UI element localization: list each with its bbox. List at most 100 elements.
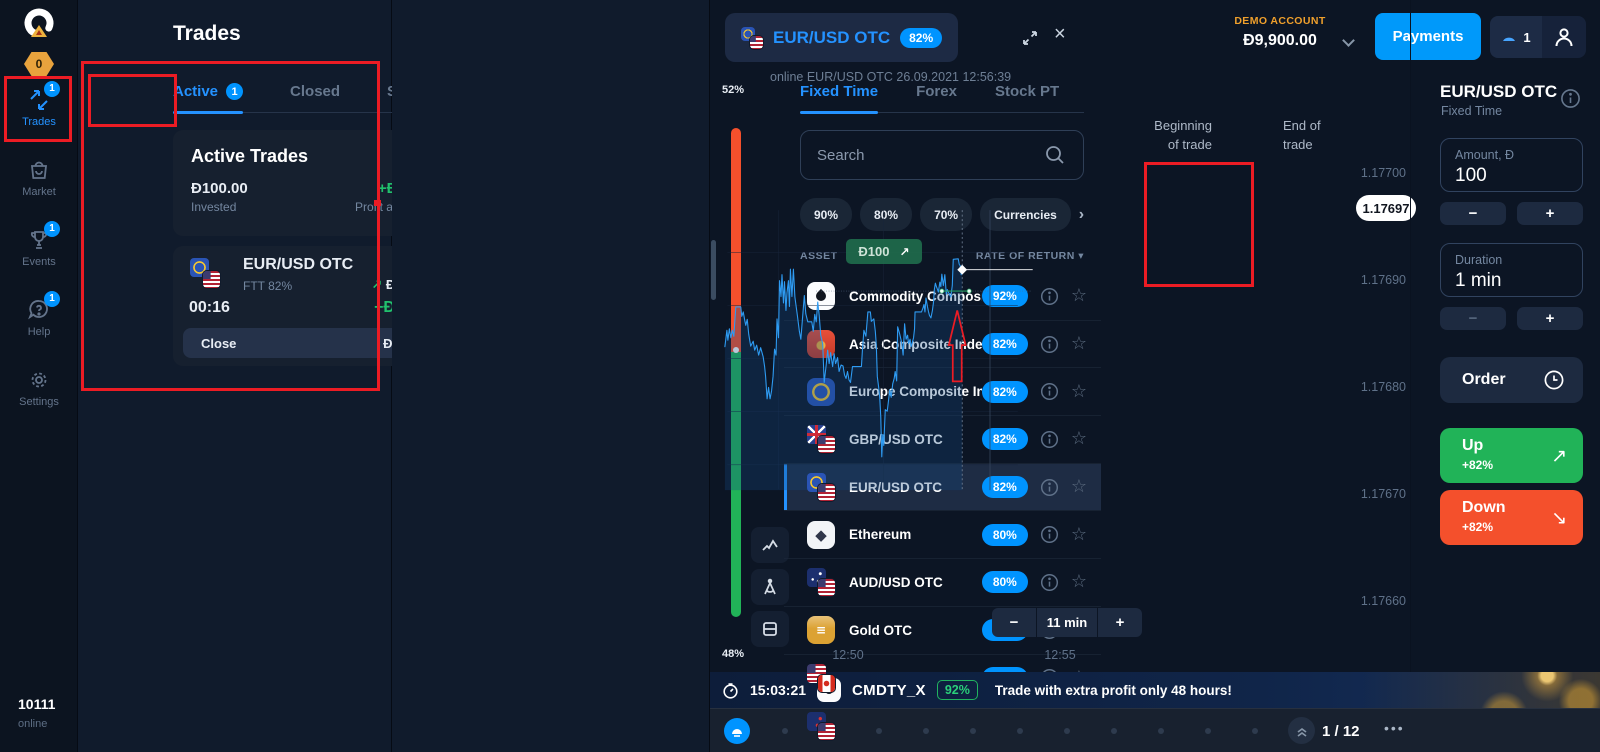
- payments-button[interactable]: Payments: [1375, 13, 1481, 60]
- amount-value: 100: [1455, 165, 1487, 186]
- pager-dot[interactable]: [1205, 728, 1211, 734]
- asset-row[interactable]: Asia Composite Index82% ☆: [784, 321, 1101, 369]
- pager-active-page[interactable]: [724, 718, 750, 744]
- layout-button[interactable]: [751, 611, 789, 647]
- pager-dot[interactable]: [1111, 728, 1117, 734]
- zoom-out-button[interactable]: −: [992, 608, 1036, 637]
- trades-tab-closed[interactable]: Closed: [290, 83, 340, 112]
- user-id: 10111: [18, 696, 56, 712]
- up-button[interactable]: Up +82% ↗: [1440, 428, 1583, 483]
- search-icon: [1044, 144, 1066, 171]
- pager-more-icon[interactable]: •••: [1384, 720, 1405, 736]
- duration-plus-button[interactable]: +: [1517, 307, 1583, 330]
- notifications-button[interactable]: 1: [1490, 16, 1542, 58]
- promo-banner[interactable]: 15:03:21 CMDTY_X 92% Trade with extra pr…: [710, 672, 1600, 708]
- amount-minus-button[interactable]: −: [1440, 202, 1506, 225]
- symbol-selector[interactable]: EUR/USD OTC 82%: [725, 13, 959, 62]
- end-trade-label: End of trade: [1283, 118, 1321, 152]
- coins-decoration: [1360, 672, 1600, 708]
- filter-chip-70pct[interactable]: 70%: [920, 198, 973, 231]
- duration-field[interactable]: Duration 1 min: [1440, 243, 1583, 297]
- pager-dot[interactable]: [782, 728, 788, 734]
- info-icon[interactable]: [1560, 88, 1581, 114]
- account-switcher[interactable]: DEMO ACCOUNT Đ9,900.00: [1220, 15, 1340, 50]
- begin-trade-label: Beginning of trade: [1154, 118, 1212, 152]
- trades-tab-active[interactable]: Active 1: [173, 83, 244, 114]
- assets-close-icon[interactable]: ×: [1054, 23, 1066, 45]
- sidebar-item-label: Market: [22, 185, 56, 198]
- collapse-banners-button[interactable]: [1288, 717, 1315, 744]
- assets-tab-stock-pt[interactable]: Stock PT: [995, 83, 1059, 112]
- star-icon[interactable]: ☆: [1070, 380, 1087, 402]
- info-icon[interactable]: [1040, 287, 1059, 306]
- pager-dot[interactable]: [1017, 728, 1023, 734]
- level-badge[interactable]: 0: [24, 52, 54, 76]
- collapse-icon[interactable]: [1020, 28, 1040, 53]
- sentiment-bar: [731, 128, 741, 618]
- open-price-dot: [939, 288, 945, 294]
- duration-minus-button[interactable]: −: [1440, 307, 1506, 330]
- star-icon[interactable]: ☆: [1070, 333, 1087, 355]
- panel-scrollbar[interactable]: [711, 240, 716, 300]
- asset-rate-badge: 82%: [981, 476, 1028, 499]
- pager-dot[interactable]: [970, 728, 976, 734]
- asset-row[interactable]: Europe Composite Index82% ☆: [784, 368, 1101, 417]
- pager-dot[interactable]: [1252, 728, 1258, 734]
- rocket-icon: [732, 729, 742, 737]
- account-chevron-icon[interactable]: [1342, 34, 1355, 47]
- search-input[interactable]: [800, 130, 1084, 180]
- annotation-box-active-tab: [88, 74, 177, 127]
- sidebar-item-trades[interactable]: 1 Trades: [0, 80, 78, 134]
- filter-chip-80pct[interactable]: 80%: [860, 198, 913, 231]
- info-icon[interactable]: [1040, 573, 1059, 592]
- eur-usd-flag-icon: [190, 258, 220, 288]
- asset-row[interactable]: AUD/USD OTC 80% ☆: [784, 559, 1101, 607]
- star-icon[interactable]: ☆: [1070, 571, 1087, 593]
- drawing-tools-button[interactable]: [751, 569, 789, 605]
- assets-tab-forex[interactable]: Forex: [916, 83, 957, 112]
- filter-chip-90pct[interactable]: 90%: [800, 198, 853, 231]
- info-icon[interactable]: [1040, 430, 1059, 449]
- aud-usd-icon: [807, 568, 835, 597]
- star-icon[interactable]: ☆: [1070, 523, 1087, 545]
- down-button[interactable]: Down +82% ↘: [1440, 490, 1583, 545]
- price-chart[interactable]: [710, 80, 1410, 660]
- profile-button[interactable]: [1542, 16, 1586, 58]
- sidebar-item-events[interactable]: 1 Events: [0, 220, 78, 274]
- sentiment-down-label: 48%: [722, 648, 745, 660]
- sidebar-item-market[interactable]: Market: [0, 150, 78, 204]
- star-icon[interactable]: ☆: [1070, 428, 1087, 450]
- chips-scroll-icon[interactable]: ›: [1078, 205, 1085, 223]
- pager-dot[interactable]: [1158, 728, 1164, 734]
- asset-column-label: ASSET: [800, 250, 838, 262]
- chart-type-button[interactable]: [751, 527, 789, 563]
- time-axis-label: 12:50: [832, 648, 864, 662]
- rate-column-label[interactable]: RATE OF RETURN ▾: [975, 250, 1084, 262]
- info-icon[interactable]: [1040, 525, 1059, 544]
- zoom-in-button[interactable]: +: [1098, 608, 1142, 637]
- pager-dot[interactable]: [1064, 728, 1070, 734]
- timeframe-control: − 11 min +: [992, 608, 1142, 637]
- star-icon[interactable]: ☆: [1070, 476, 1087, 498]
- info-icon[interactable]: [1040, 478, 1059, 497]
- amount-plus-button[interactable]: +: [1517, 202, 1583, 225]
- assets-tab-fixed-time[interactable]: Fixed Time: [800, 83, 879, 114]
- filter-chip-currencies[interactable]: Currencies: [980, 198, 1071, 231]
- pager-dot[interactable]: [923, 728, 929, 734]
- sidebar-item-help[interactable]: 1 Help: [0, 290, 78, 344]
- order-button[interactable]: Order: [1440, 357, 1583, 403]
- asset-row[interactable]: ◆ Ethereum 80% ☆: [784, 511, 1101, 560]
- asset-rate-badge: 82%: [981, 333, 1028, 356]
- app-logo-icon[interactable]: [19, 6, 59, 50]
- trade-type: FTT 82%: [243, 279, 293, 293]
- info-icon[interactable]: [1040, 335, 1059, 354]
- pager-dot[interactable]: [876, 728, 882, 734]
- info-icon[interactable]: [1040, 382, 1059, 401]
- sidebar-item-settings[interactable]: Settings: [0, 360, 78, 414]
- amount-field[interactable]: Amount, Đ 100: [1440, 138, 1583, 192]
- star-icon[interactable]: ☆: [1070, 285, 1087, 307]
- pager-count: 1 / 12: [1322, 723, 1360, 740]
